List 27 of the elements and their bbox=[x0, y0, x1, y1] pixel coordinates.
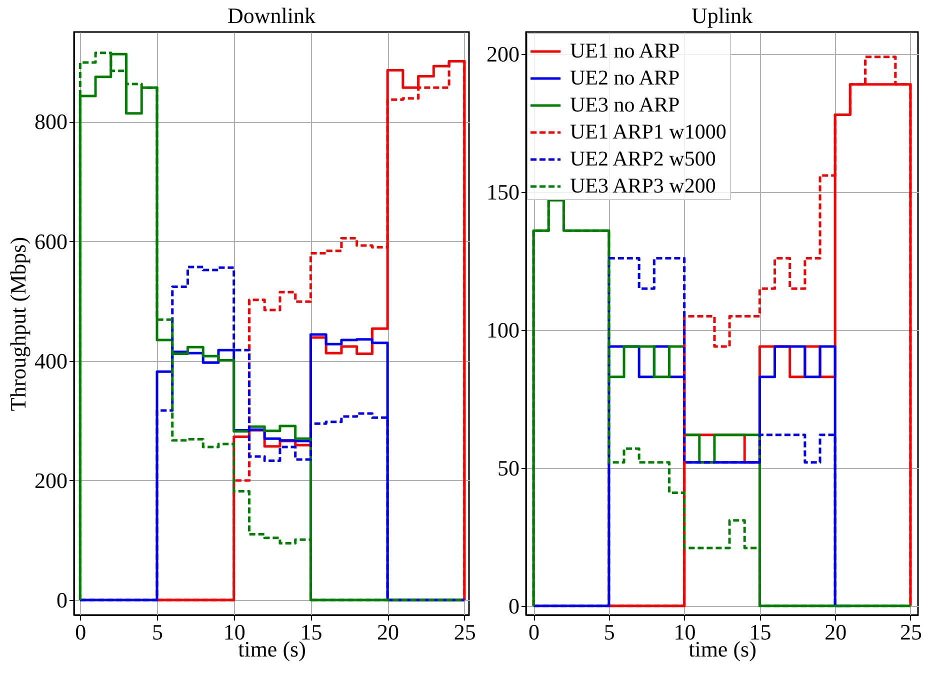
y-tick-label: 0 bbox=[56, 588, 68, 613]
x-tick-label: 5 bbox=[152, 620, 163, 644]
x-tick-label: 20 bbox=[377, 620, 400, 644]
y-tick-label: 200 bbox=[486, 42, 520, 67]
x-tick-label: 25 bbox=[454, 620, 476, 644]
legend-label: UE1 ARP1 w1000 bbox=[570, 120, 726, 144]
y-tick-label: 800 bbox=[34, 109, 68, 134]
chart-title: Uplink bbox=[691, 3, 753, 28]
legend-label: UE3 ARP3 w200 bbox=[570, 174, 716, 198]
chart-title: Downlink bbox=[228, 3, 316, 28]
y-tick-label: 50 bbox=[498, 455, 520, 480]
x-tick-label: 20 bbox=[824, 620, 847, 644]
legend-label: UE2 ARP2 w500 bbox=[570, 146, 716, 170]
y-tick-label: 200 bbox=[34, 468, 68, 493]
x-tick-label: 0 bbox=[75, 620, 86, 644]
y-tick-label: 100 bbox=[486, 317, 520, 342]
y-tick-label: 150 bbox=[486, 180, 520, 205]
legend-label: UE1 no ARP bbox=[570, 38, 680, 62]
y-tick-label: 600 bbox=[34, 228, 68, 254]
x-tick-label: 0 bbox=[528, 620, 540, 644]
legend-label: UE2 no ARP bbox=[570, 66, 680, 90]
x-tick-label: 5 bbox=[604, 620, 615, 644]
legend-label: UE3 no ARP bbox=[570, 92, 680, 116]
y-tick-label: 0 bbox=[508, 593, 520, 618]
y-tick-label: 400 bbox=[34, 348, 68, 374]
x-tick-label: 25 bbox=[900, 620, 922, 644]
y-axis-title: Throughput (Mbps) bbox=[6, 236, 30, 412]
